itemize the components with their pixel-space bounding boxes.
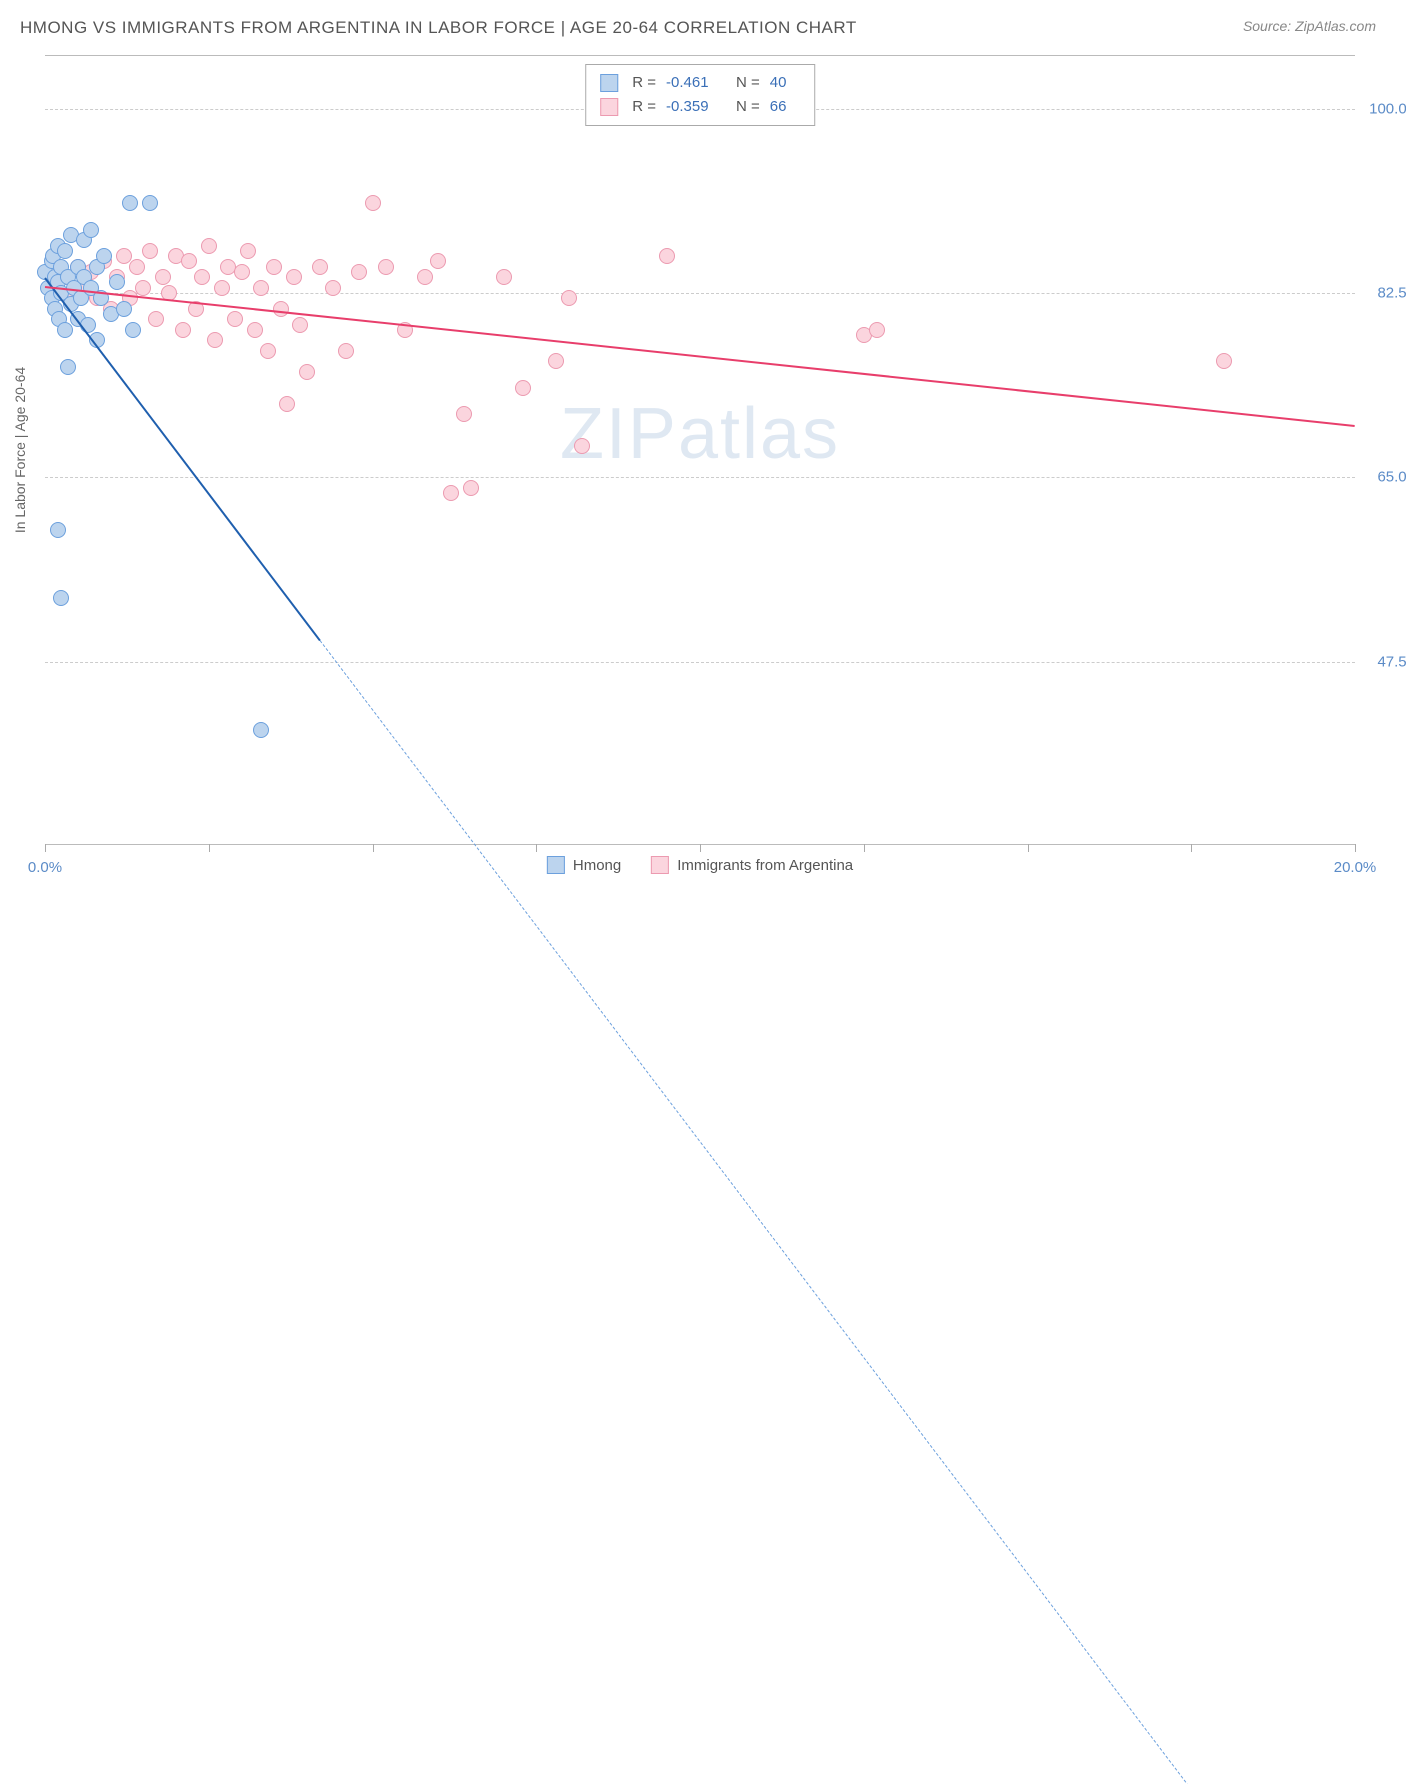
data-point <box>50 522 66 538</box>
data-point <box>247 322 263 338</box>
watermark: ZIPatlas <box>560 393 840 475</box>
data-point <box>214 280 230 296</box>
data-point <box>338 343 354 359</box>
data-point <box>234 264 250 280</box>
data-point <box>299 364 315 380</box>
y-axis-label: In Labor Force | Age 20-64 <box>12 367 28 533</box>
data-point <box>430 253 446 269</box>
data-point <box>456 406 472 422</box>
data-point <box>148 311 164 327</box>
r-value-argentina: -0.359 <box>666 95 726 119</box>
data-point <box>869 322 885 338</box>
data-point <box>207 332 223 348</box>
swatch-argentina <box>600 98 618 116</box>
data-point <box>122 195 138 211</box>
data-point <box>175 322 191 338</box>
legend-row-hmong: R = -0.461 N = 40 <box>600 71 800 95</box>
data-point <box>129 259 145 275</box>
swatch-hmong-bottom <box>547 856 565 874</box>
data-point <box>57 322 73 338</box>
data-point <box>417 269 433 285</box>
data-point <box>266 259 282 275</box>
data-point <box>260 343 276 359</box>
data-point <box>227 311 243 327</box>
data-point <box>201 238 217 254</box>
r-value-hmong: -0.461 <box>666 71 726 95</box>
data-point <box>83 222 99 238</box>
chart-title: HMONG VS IMMIGRANTS FROM ARGENTINA IN LA… <box>20 18 857 37</box>
data-point <box>53 590 69 606</box>
data-point <box>135 280 151 296</box>
data-point <box>142 195 158 211</box>
swatch-argentina-bottom <box>651 856 669 874</box>
data-point <box>351 264 367 280</box>
correlation-legend: R = -0.461 N = 40 R = -0.359 N = 66 <box>585 64 815 126</box>
data-point <box>96 248 112 264</box>
data-point <box>515 380 531 396</box>
source-attribution: Source: ZipAtlas.com <box>1243 18 1376 34</box>
y-tick-label: 47.5% <box>1360 653 1406 670</box>
data-point <box>155 269 171 285</box>
data-point <box>125 322 141 338</box>
data-point <box>116 301 132 317</box>
data-point <box>279 396 295 412</box>
n-value-hmong: 40 <box>770 71 800 95</box>
x-tick-label: 0.0% <box>28 859 62 876</box>
data-point <box>286 269 302 285</box>
data-point <box>574 438 590 454</box>
data-point <box>1216 353 1232 369</box>
chart-area: In Labor Force | Age 20-64 ZIPatlas 47.5… <box>45 55 1355 845</box>
data-point <box>142 243 158 259</box>
data-point <box>194 269 210 285</box>
data-point <box>561 290 577 306</box>
data-point <box>378 259 394 275</box>
regression-line <box>45 286 1355 427</box>
data-point <box>496 269 512 285</box>
data-point <box>292 317 308 333</box>
swatch-hmong <box>600 74 618 92</box>
data-point <box>659 248 675 264</box>
data-point <box>253 722 269 738</box>
data-point <box>57 243 73 259</box>
legend-label-hmong: Hmong <box>573 857 621 874</box>
data-point <box>548 353 564 369</box>
data-point <box>325 280 341 296</box>
legend-item-hmong: Hmong <box>547 856 621 874</box>
y-tick-label: 82.5% <box>1360 285 1406 302</box>
data-point <box>312 259 328 275</box>
data-point <box>181 253 197 269</box>
x-tick-label: 20.0% <box>1334 859 1377 876</box>
series-legend: Hmong Immigrants from Argentina <box>547 856 853 874</box>
data-point <box>463 480 479 496</box>
data-point <box>60 359 76 375</box>
y-tick-label: 65.0% <box>1360 469 1406 486</box>
data-point <box>253 280 269 296</box>
legend-label-argentina: Immigrants from Argentina <box>677 857 853 874</box>
regression-line <box>320 640 1356 1784</box>
n-value-argentina: 66 <box>770 95 800 119</box>
data-point <box>443 485 459 501</box>
y-tick-label: 100.0% <box>1360 100 1406 117</box>
data-point <box>273 301 289 317</box>
data-point <box>240 243 256 259</box>
chart-header: HMONG VS IMMIGRANTS FROM ARGENTINA IN LA… <box>20 18 1386 48</box>
legend-row-argentina: R = -0.359 N = 66 <box>600 95 800 119</box>
legend-item-argentina: Immigrants from Argentina <box>651 856 853 874</box>
data-point <box>109 274 125 290</box>
data-point <box>365 195 381 211</box>
